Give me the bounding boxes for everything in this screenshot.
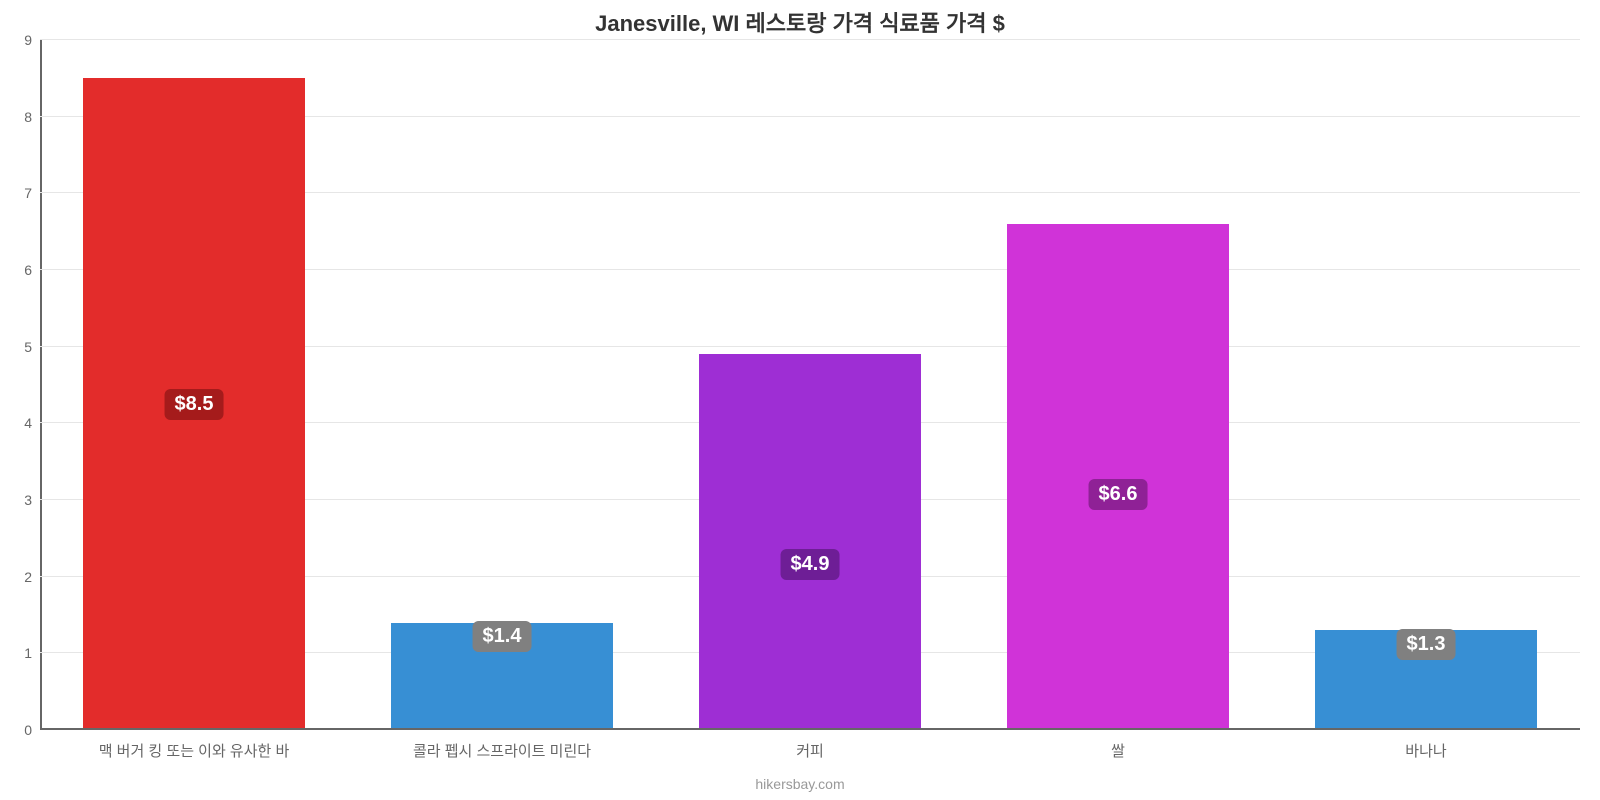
x-tick-label: 커피 [796,740,824,761]
bar: $1.4 [391,623,613,730]
y-tick-label: 9 [24,32,32,48]
y-tick-label: 3 [24,492,32,508]
price-bar-chart: Janesville, WI 레스토랑 가격 식료품 가격 $ 0 1 2 3 4 5 6 7… [0,0,1600,800]
y-tick-label: 7 [24,185,32,201]
bar-value-label: $1.3 [1397,629,1456,660]
bar-value-label: $4.9 [781,549,840,580]
bar-value-label: $6.6 [1089,479,1148,510]
y-axis-line [40,40,42,730]
x-tick-label: 맥 버거 킹 또는 이와 유사한 바 [99,740,290,761]
x-tick-label: 바나나 [1405,740,1446,761]
y-tick-label: 1 [24,645,32,661]
bar: $4.9 [699,354,921,730]
plot-area: 0123456789 $8.5$1.4$4.9$6.6$1.3 맥 버거 킹 또… [40,40,1580,730]
y-tick-label: 5 [24,339,32,355]
x-axis-line [40,728,1580,730]
y-tick-label: 0 [24,722,32,738]
x-tick-label: 콜라 펩시 스프라이트 미린다 [413,740,591,761]
bar-value-label: $8.5 [165,389,224,420]
x-tick-label: 쌀 [1111,740,1125,761]
y-tick-label: 4 [24,415,32,431]
bar: $1.3 [1315,630,1537,730]
bar: $6.6 [1007,224,1229,730]
source-label: hikersbay.com [0,776,1600,792]
y-tick-label: 2 [24,569,32,585]
bar-value-label: $1.4 [473,621,532,652]
chart-title: Janesville, WI 레스토랑 가격 식료품 가격 $ [0,6,1600,38]
y-tick-label: 6 [24,262,32,278]
bar: $8.5 [83,78,305,730]
y-tick-label: 8 [24,109,32,125]
grid-line [40,39,1580,40]
